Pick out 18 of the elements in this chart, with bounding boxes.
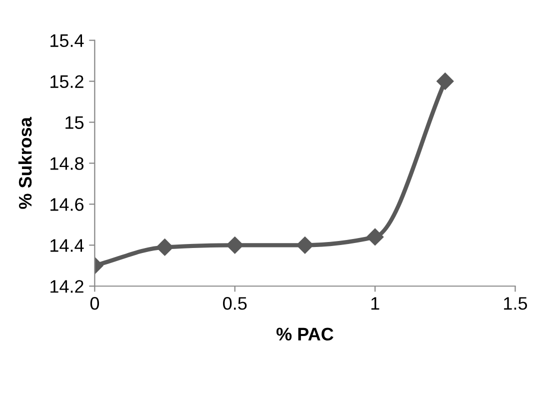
point [156,238,174,256]
y-tick-label: 15 [66,116,84,129]
y-tick-label: 14.8 [50,157,84,170]
y-tick-label: 14.4 [50,239,84,252]
x-tick-label: 1 [371,297,380,310]
y-axis-title: % Sukrosa [18,116,32,209]
y-tick-label: 14.6 [50,198,84,211]
y-tick-label: 15.4 [50,34,84,48]
y-tick-label: 15.2 [50,75,84,88]
x-tick-label: 0 [90,297,100,310]
x-tick-label: 0.5 [223,297,247,310]
y-tick-label: 14.2 [50,280,84,293]
point [226,236,244,254]
point [296,236,314,254]
point [436,72,454,90]
x-axis-title: % PAC [276,328,334,341]
x-tick-label: 1.5 [504,297,528,310]
point [366,228,384,246]
